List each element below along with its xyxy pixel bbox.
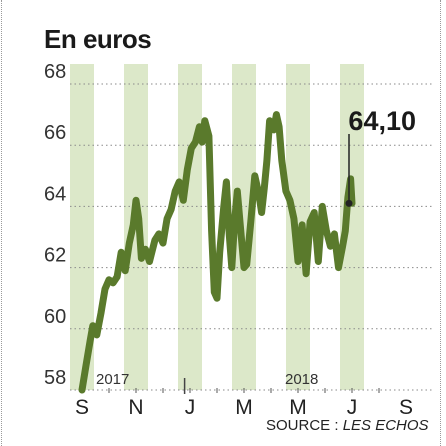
source-credit: SOURCE : LES ECHOS [266,417,429,434]
annotation-dot [345,199,353,207]
y-tick-label: 62 [44,245,66,267]
left-border-dots [1,0,2,446]
right-border-dots [440,0,441,446]
y-tick-label: 66 [44,122,66,144]
chart-title: En euros [44,24,152,54]
x-tick-label: N [128,396,143,419]
series-line [78,111,356,394]
y-tick-label: 64 [44,183,66,205]
x-tick-label: J [185,396,196,419]
source-name: LES ECHOS [342,417,429,434]
annotation-label: 64,10 [348,106,416,136]
year-label: 2017 [96,371,129,388]
y-tick-label: 58 [44,367,66,389]
x-tick-label: M [235,396,253,419]
year-label: 2018 [285,371,318,388]
x-tick-label: M [289,396,307,419]
x-tick-label: S [399,396,413,419]
y-tick-label: 60 [44,306,66,328]
source-label: SOURCE : [266,417,343,434]
y-tick-label: 68 [44,61,66,83]
month-band [178,64,202,390]
x-tick-label: S [75,396,89,419]
x-tick-label: J [347,396,358,419]
